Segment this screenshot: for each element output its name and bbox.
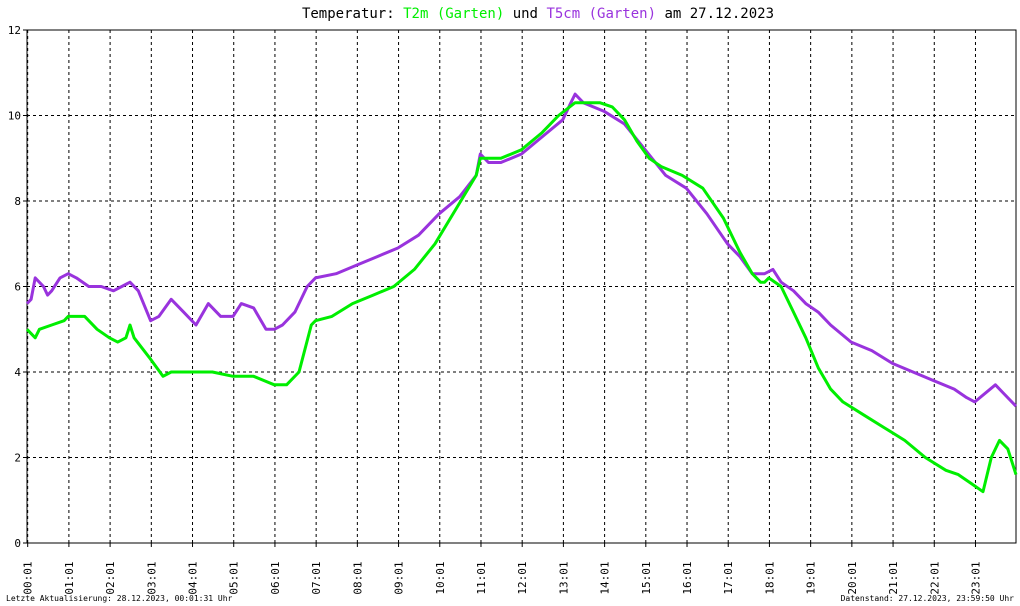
footer-data-status: Datenstand: 27.12.2023, 23:59:50 Uhr <box>841 594 1015 603</box>
x-tick-label: 21:01 <box>887 561 900 594</box>
x-tick-label: 12:01 <box>516 561 529 594</box>
title-joiner: und <box>513 6 538 22</box>
title-series-t5cm: T5cm (Garten) <box>546 6 656 22</box>
series-line-t2m <box>25 101 1018 494</box>
series-line-t5cm <box>25 92 1018 408</box>
y-tick-label: 0 <box>14 537 21 550</box>
x-tick-label: 04:01 <box>187 561 200 594</box>
y-tick-label: 6 <box>14 281 21 294</box>
x-tick-label: 03:01 <box>145 561 158 594</box>
x-tick-label: 02:01 <box>104 561 117 594</box>
x-tick-label: 19:01 <box>805 561 818 594</box>
x-tick-label: 16:01 <box>681 561 694 594</box>
y-tick-label: 12 <box>8 24 21 37</box>
x-tick-label: 13:01 <box>557 561 570 594</box>
x-tick-label: 15:01 <box>640 561 653 594</box>
x-tick-label: 00:01 <box>22 561 35 594</box>
series-layer <box>25 92 1018 494</box>
x-tick-label: 11:01 <box>475 561 488 594</box>
title-date: am 27.12.2023 <box>664 6 774 22</box>
x-tick-label: 14:01 <box>599 561 612 594</box>
y-tick-label: 10 <box>8 110 21 123</box>
x-tick-label: 08:01 <box>351 561 364 594</box>
y-tick-label: 8 <box>14 195 21 208</box>
x-tick-label: 09:01 <box>393 561 406 594</box>
x-tick-label: 23:01 <box>969 561 982 594</box>
x-tick-label: 10:01 <box>434 561 447 594</box>
x-tick-label: 17:01 <box>722 561 735 594</box>
x-tick-label: 18:01 <box>763 561 776 594</box>
chart-title: Temperatur: T2m (Garten) und T5cm (Garte… <box>302 6 774 22</box>
y-tick-label: 2 <box>14 452 21 465</box>
footer-last-update: Letzte Aktualisierung: 28.12.2023, 00:01… <box>6 594 233 603</box>
x-tick-label: 01:01 <box>63 561 76 594</box>
x-tick-label: 20:01 <box>846 561 859 594</box>
x-tick-label: 22:01 <box>928 561 941 594</box>
x-tick-label: 06:01 <box>269 561 282 594</box>
x-tick-label: 05:01 <box>228 561 241 594</box>
grid-lines <box>27 30 1016 543</box>
y-axis-ticks: 0 2 4 6 8 10 12 <box>8 24 27 550</box>
x-tick-label: 07:01 <box>310 561 323 594</box>
title-series-t2m: T2m (Garten) <box>403 6 504 22</box>
x-axis-ticks: 00:01 01:01 02:01 03:01 04:01 05:01 06:01 07:01… <box>22 543 982 595</box>
title-prefix: Temperatur: <box>302 6 395 22</box>
y-tick-label: 4 <box>14 366 21 379</box>
